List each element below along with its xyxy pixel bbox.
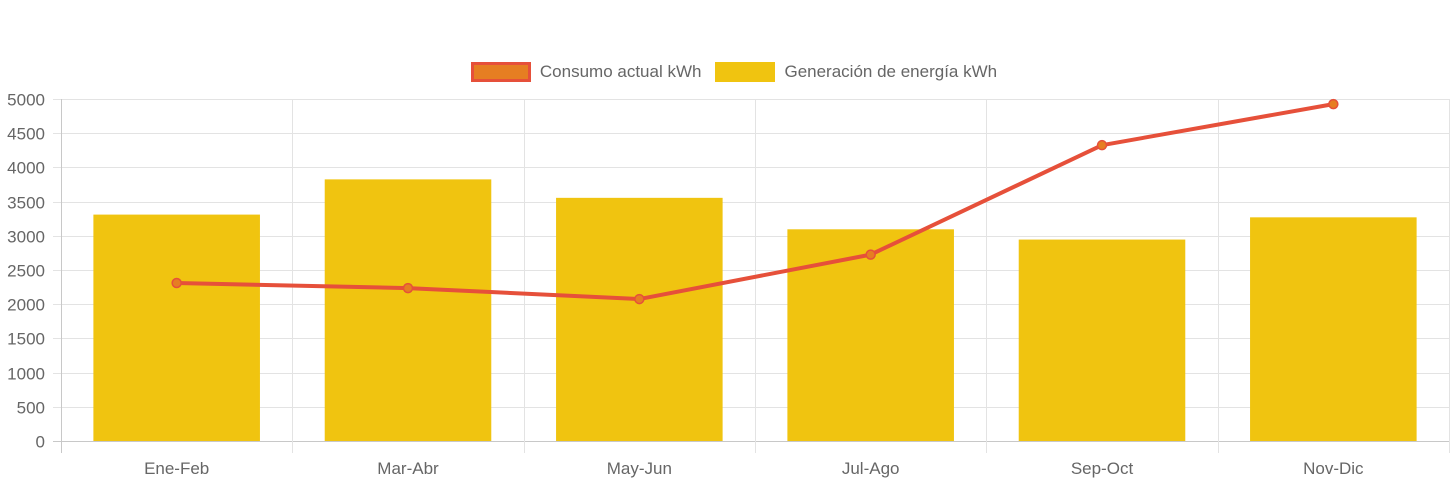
- y-tick-label: 5000: [7, 91, 45, 110]
- point-consumo: [1328, 98, 1339, 110]
- y-tick-label: 3500: [7, 194, 45, 213]
- legend-item-consumo[interactable]: Consumo actual kWh: [470, 62, 702, 82]
- y-tick-label: 2500: [7, 262, 45, 281]
- x-tick-label: Sep-Oct: [1071, 459, 1134, 478]
- bar-generacion: [1018, 239, 1186, 441]
- y-tick-label: 1000: [7, 365, 45, 384]
- y-tick-label: 1500: [7, 330, 45, 349]
- legend: Consumo actual kWh Generación de energía…: [0, 62, 1456, 82]
- y-tick-label: 500: [17, 399, 45, 418]
- x-tick-label: Jul-Ago: [842, 459, 900, 478]
- y-tick-label: 2000: [7, 296, 45, 315]
- bar-generacion: [1250, 217, 1417, 441]
- point-consumo: [171, 277, 182, 289]
- x-tick-label: Nov-Dic: [1303, 459, 1364, 478]
- legend-label-generacion: Generación de energía kWh: [784, 62, 998, 81]
- x-tick-label: Mar-Abr: [377, 459, 439, 478]
- y-tick-label: 4500: [7, 125, 45, 144]
- bar-generacion: [324, 179, 492, 441]
- y-tick-label: 4000: [7, 159, 45, 178]
- line-consumo: [174, 102, 1336, 302]
- legend-label-consumo: Consumo actual kWh: [539, 62, 702, 81]
- bar-generacion: [787, 229, 954, 441]
- bar-generacion: [556, 197, 723, 441]
- y-tick-label: 0: [36, 433, 45, 452]
- x-tick-label: May-Jun: [607, 459, 672, 478]
- legend-item-generacion[interactable]: Generación de energía kWh: [715, 62, 997, 82]
- legend-swatch-generacion: [715, 62, 776, 82]
- bar-generacion: [93, 214, 260, 441]
- point-consumo: [865, 249, 876, 260]
- y-tick-label: 3000: [7, 228, 45, 247]
- x-tick-label: Ene-Feb: [144, 459, 209, 478]
- legend-swatch-consumo: [470, 62, 531, 82]
- point-consumo: [634, 293, 645, 305]
- point-consumo: [1096, 139, 1108, 151]
- point-consumo: [402, 282, 414, 294]
